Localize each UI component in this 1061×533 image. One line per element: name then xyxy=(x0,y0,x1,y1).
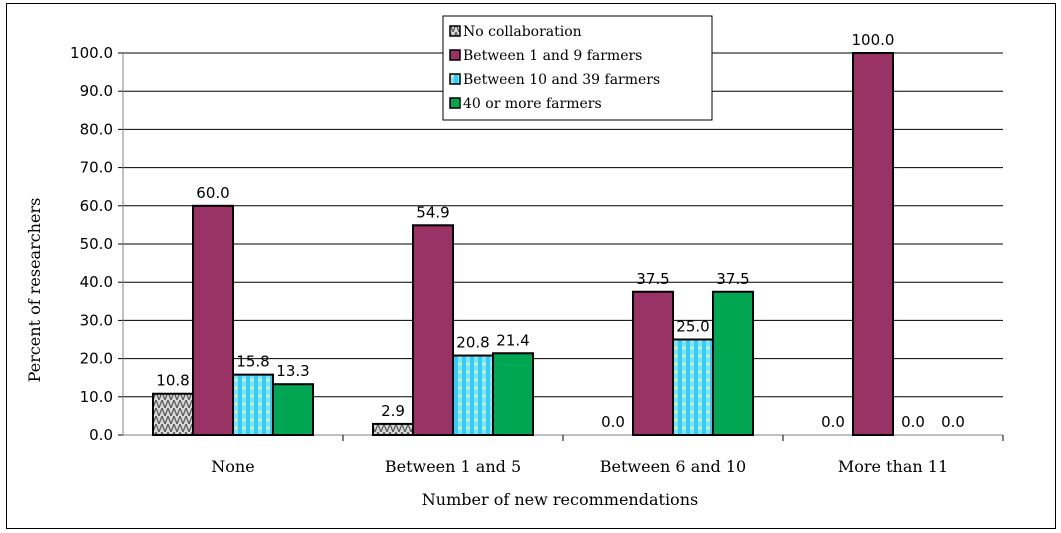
data-label: 54.9 xyxy=(416,203,449,221)
data-label: 0.0 xyxy=(601,413,625,431)
legend: No collaboration Between 1 and 9 farmers B… xyxy=(442,15,713,121)
legend-label: No collaboration xyxy=(463,24,582,40)
data-label: 100.0 xyxy=(852,31,895,49)
data-label: 10.8 xyxy=(156,372,189,390)
y-tick-label: 100.0 xyxy=(70,44,113,62)
x-tick-label: None xyxy=(211,457,254,476)
legend-label: 40 or more farmers xyxy=(463,96,602,112)
legend-box xyxy=(442,15,713,121)
y-tick-label: 20.0 xyxy=(80,350,113,368)
y-tick-label: 10.0 xyxy=(80,388,113,406)
legend-swatch xyxy=(449,25,461,37)
y-axis-title: Percent of researchers xyxy=(25,198,44,383)
bar xyxy=(272,383,314,436)
data-label: 15.8 xyxy=(236,353,269,371)
bar xyxy=(372,422,414,436)
bar xyxy=(632,290,674,436)
data-label: 2.9 xyxy=(381,402,405,420)
bar xyxy=(412,224,454,436)
data-label: 37.5 xyxy=(636,270,669,288)
y-tick-label: 60.0 xyxy=(80,197,113,215)
legend-swatch xyxy=(449,73,461,85)
bar xyxy=(232,373,274,437)
legend-swatch xyxy=(449,49,461,61)
bar xyxy=(452,354,494,437)
x-tick-label: Between 1 and 5 xyxy=(385,457,521,476)
legend-label: Between 1 and 9 farmers xyxy=(463,48,642,64)
data-label: 0.0 xyxy=(941,413,965,431)
y-tick-label: 80.0 xyxy=(80,120,113,138)
data-label: 60.0 xyxy=(196,184,229,202)
bar xyxy=(672,338,714,436)
data-label: 0.0 xyxy=(821,413,845,431)
x-tick-label: More than 11 xyxy=(838,457,948,476)
y-tick-label: 90.0 xyxy=(80,82,113,100)
bar xyxy=(152,392,194,436)
bar xyxy=(192,204,234,436)
x-axis-title: Number of new recommendations xyxy=(422,490,698,509)
y-tick-label: 70.0 xyxy=(80,159,113,177)
legend-label: Between 10 and 39 farmers xyxy=(463,72,660,88)
y-tick-label: 50.0 xyxy=(80,235,113,253)
y-tick-label: 30.0 xyxy=(80,311,113,329)
data-label: 0.0 xyxy=(901,413,925,431)
data-label: 13.3 xyxy=(276,362,309,380)
y-tick-label: 0.0 xyxy=(89,426,113,444)
legend-swatch xyxy=(449,97,461,109)
data-label: 20.8 xyxy=(456,334,489,352)
data-label: 25.0 xyxy=(676,318,709,336)
y-tick-label: 40.0 xyxy=(80,273,113,291)
bar xyxy=(712,290,754,436)
data-label: 21.4 xyxy=(496,331,529,349)
data-label: 37.5 xyxy=(716,270,749,288)
bar xyxy=(852,52,894,436)
x-tick-label: Between 6 and 10 xyxy=(600,457,746,476)
bar xyxy=(492,352,534,437)
